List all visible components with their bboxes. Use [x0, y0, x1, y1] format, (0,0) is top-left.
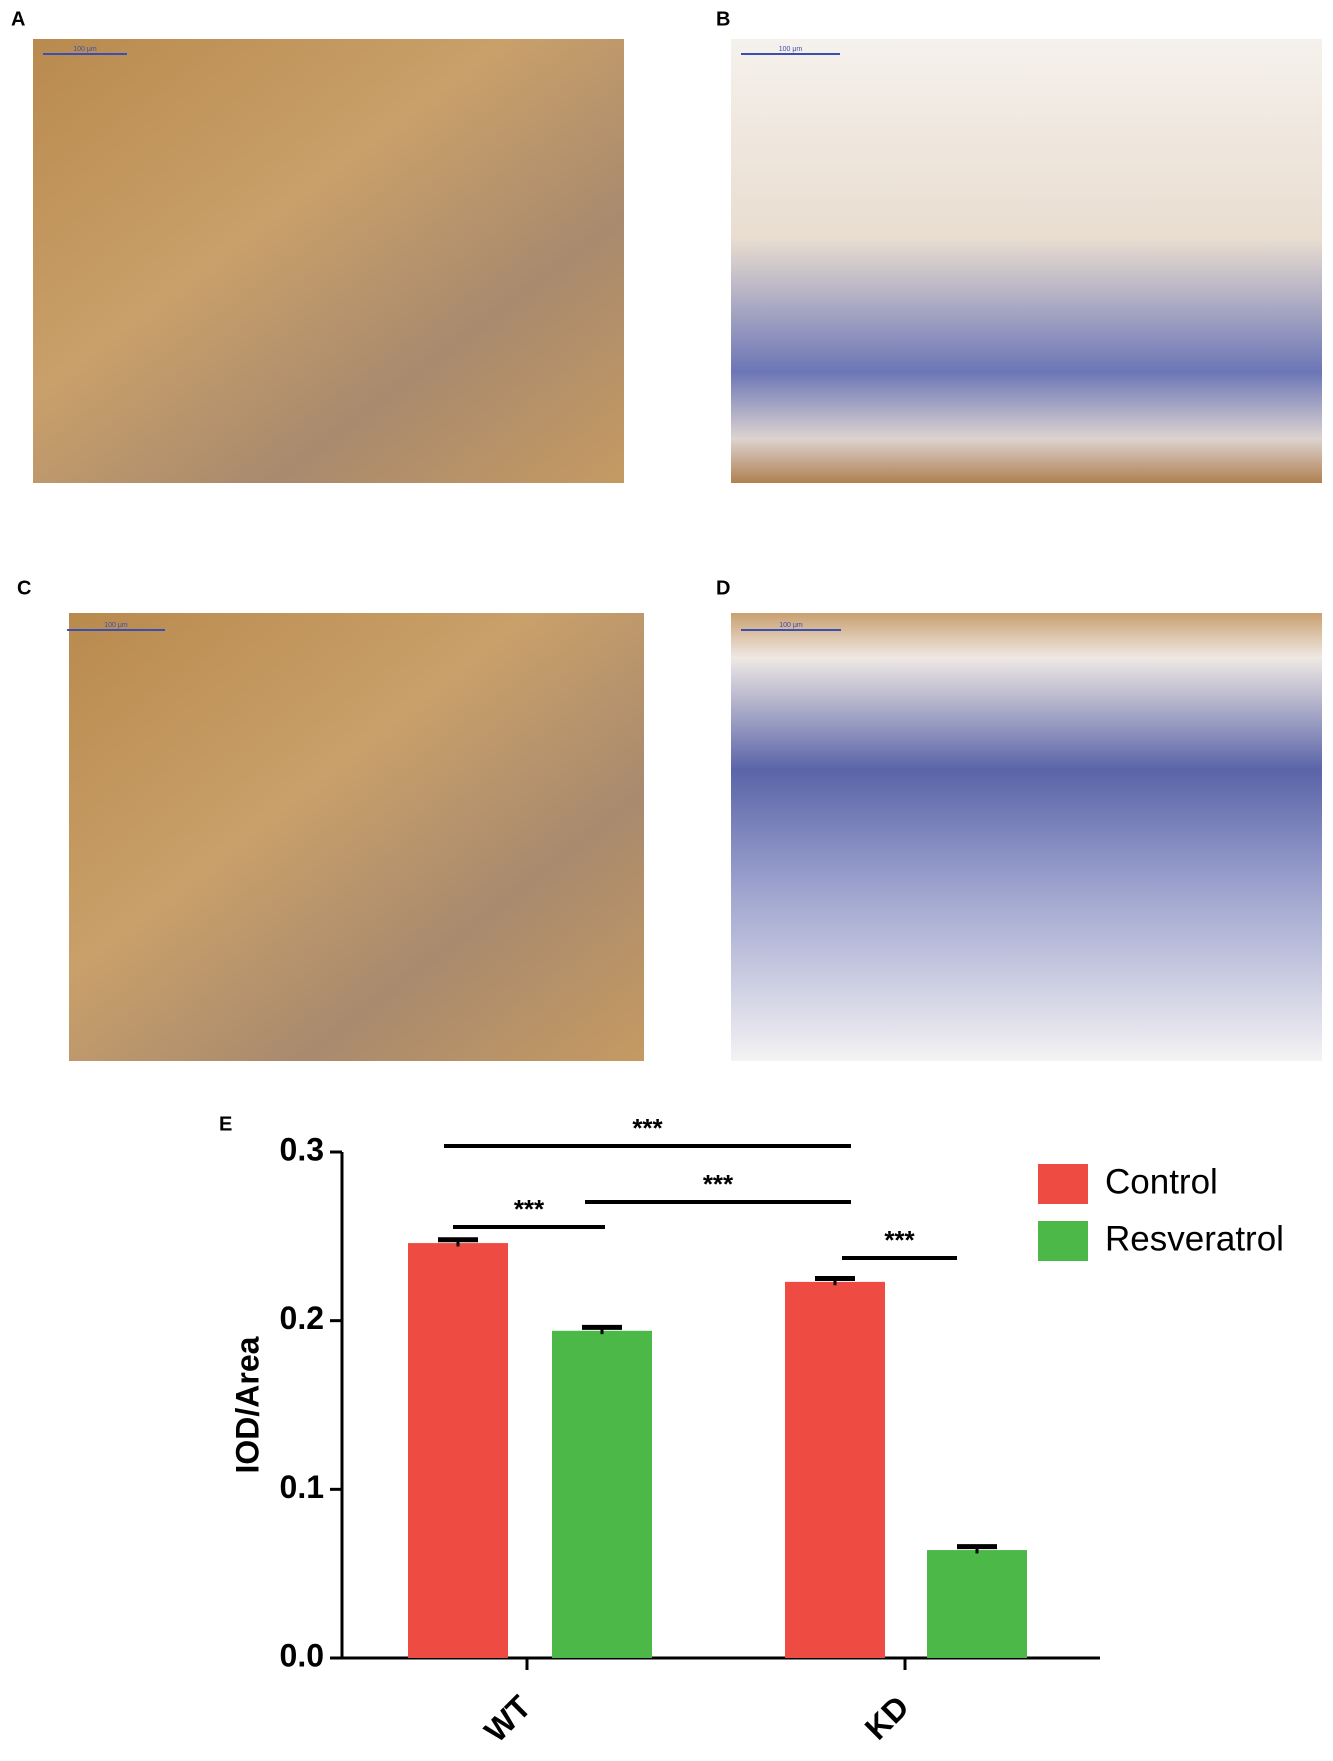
y-tick-label: 0.1 [280, 1469, 324, 1505]
scale-bar-label: 100 μm [779, 46, 803, 53]
significance-label: *** [884, 1225, 915, 1255]
scale-bar-label: 100 μm [779, 622, 803, 629]
x-tick-label: WT [477, 1688, 538, 1749]
bar [927, 1550, 1027, 1658]
scale-bar-label: 100 μm [104, 622, 128, 629]
significance-label: *** [632, 1113, 663, 1143]
panel-label: E [219, 1113, 232, 1135]
y-axis-label: IOD/Area [229, 1336, 265, 1473]
panel-label: A [11, 8, 25, 30]
y-tick-label: 0.3 [280, 1131, 324, 1167]
legend-swatch [1038, 1164, 1088, 1204]
panel-label: B [716, 8, 730, 30]
y-tick-label: 0.0 [280, 1637, 324, 1673]
bar [552, 1330, 652, 1658]
legend-label: Resveratrol [1105, 1219, 1284, 1258]
bar [408, 1243, 508, 1658]
bar [785, 1281, 885, 1658]
scale-bar-label: 100 μm [73, 46, 97, 53]
significance-label: *** [703, 1169, 734, 1199]
panel-label: D [716, 577, 730, 599]
micrograph [33, 39, 624, 483]
micrograph [69, 613, 644, 1061]
legend-label: Control [1105, 1162, 1218, 1201]
micrograph [731, 39, 1322, 483]
y-tick-label: 0.2 [280, 1300, 324, 1336]
legend-swatch [1038, 1221, 1088, 1261]
panel-label: C [17, 577, 31, 599]
micrograph [731, 613, 1322, 1061]
significance-label: *** [514, 1194, 545, 1224]
x-tick-label: KD [858, 1688, 916, 1746]
